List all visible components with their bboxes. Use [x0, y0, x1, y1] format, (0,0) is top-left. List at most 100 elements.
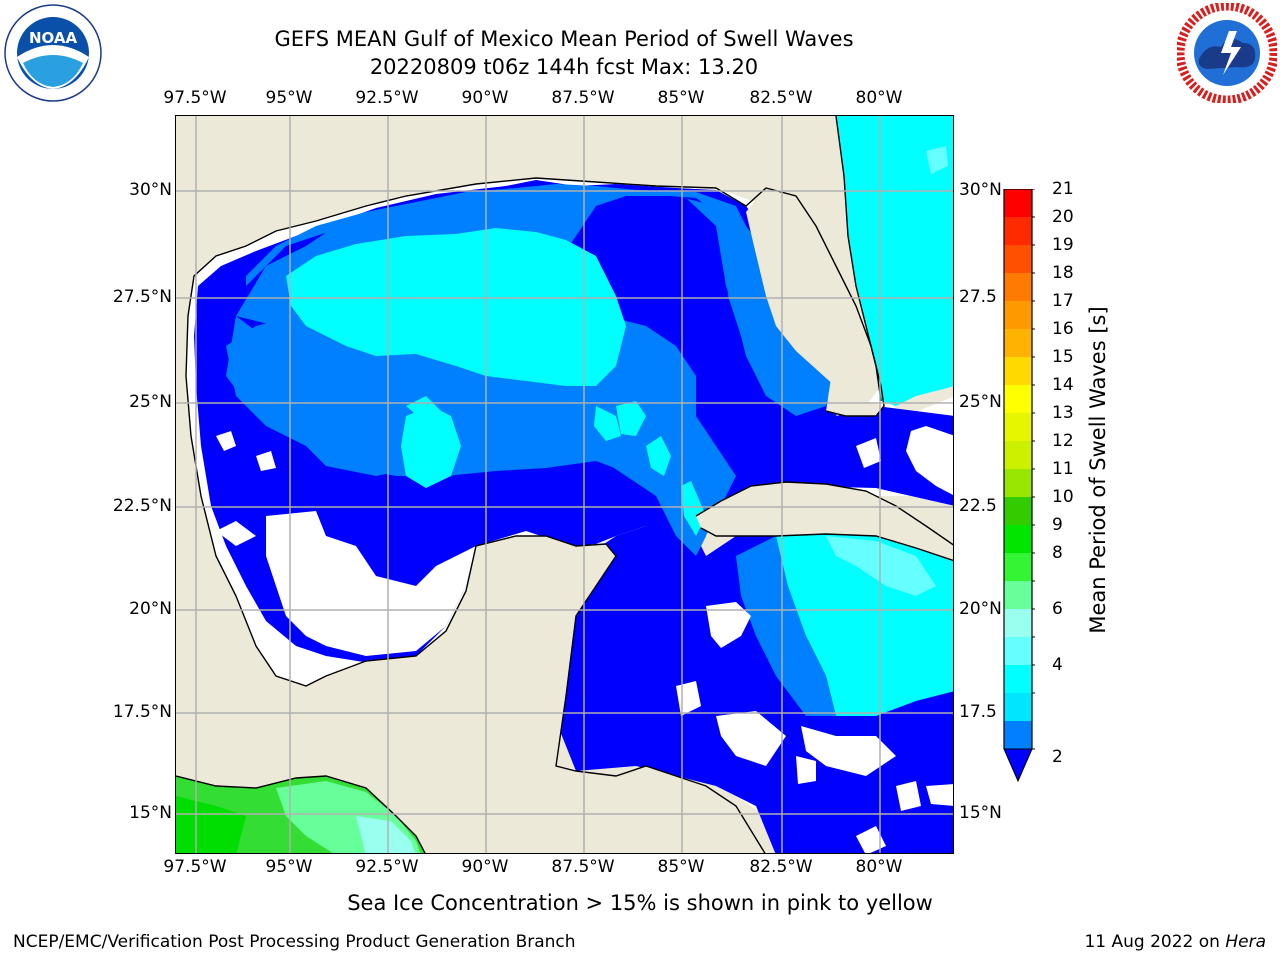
no-data-patch-caribbean-5 [896, 781, 921, 811]
lon-label-bottom: 90°W [461, 857, 509, 877]
period-band-6-8-spot4 [646, 436, 671, 476]
lat-label-left: 20°N [129, 599, 172, 619]
lon-label-bottom: 80°W [855, 857, 903, 877]
colorbar-tick-label: 8 [1052, 543, 1063, 563]
map-title-line1: GEFS MEAN Gulf of Mexico Mean Period of … [274, 27, 854, 51]
no-data-patch-4 [256, 451, 276, 471]
pacific-swell-region-lighter [356, 816, 416, 853]
colorbar-tick-label: 10 [1052, 487, 1074, 507]
period-band-6-8-spot1 [401, 406, 461, 488]
no-data-patch-2 [216, 521, 256, 546]
colorbar-band [1004, 553, 1032, 582]
colorbar-tick-label: 2 [1052, 747, 1063, 767]
period-band-6-8-spot2 [616, 401, 646, 436]
period-band-8-9-atlantic-spot [926, 146, 948, 174]
colorbar-tick-label: 14 [1052, 375, 1074, 395]
no-data-patch-3 [216, 431, 236, 451]
no-data-patch-caribbean-3 [716, 711, 786, 766]
colorbar-band [1004, 245, 1032, 274]
no-data-patch-east-2 [906, 426, 953, 495]
colorbar-band [1004, 665, 1032, 694]
lat-label-right: 27.5 [959, 287, 997, 307]
sea-ice-note: Sea Ice Concentration > 15% is shown in … [347, 891, 933, 915]
lat-label-left: 15°N [129, 803, 172, 823]
colorbar-tick-label: 21 [1052, 179, 1074, 199]
land-florida [746, 188, 881, 406]
no-data-patch-east-4 [856, 826, 886, 853]
period-band-6-8-north-gulf [286, 228, 626, 386]
lat-label-right: 25°N [959, 392, 1002, 412]
colorbar-band [1004, 301, 1032, 330]
lon-label-bottom: 95°W [265, 857, 313, 877]
noaa-logo: NOAA [3, 3, 103, 107]
colorbar-extend-arrow [1003, 748, 1033, 783]
colorbar-title: Mean Period of Swell Waves [s] [1086, 306, 1110, 634]
lat-label-right: 20°N [959, 599, 1002, 619]
map-canvas [176, 116, 953, 853]
map-gridlines [176, 116, 953, 853]
no-data-patch-east-1 [856, 438, 881, 468]
colorbar-band [1004, 581, 1032, 610]
colorbar-tick-label: 4 [1052, 655, 1063, 675]
colorbar-tick-label: 18 [1052, 263, 1074, 283]
no-data-patch-east-3 [796, 756, 816, 784]
noaa-logo-text: NOAA [29, 29, 78, 47]
lat-label-right: 22.5 [959, 496, 997, 516]
no-data-patch-caribbean-1 [706, 602, 751, 648]
colorbar-tick-label: 6 [1052, 599, 1063, 619]
lon-label-top: 85°W [657, 88, 705, 108]
lon-label-top: 97.5°W [163, 88, 227, 108]
colorbar-band [1004, 609, 1032, 638]
colorbar-tick-label: 13 [1052, 403, 1074, 423]
coastline-pacific [176, 775, 426, 853]
colorbar-band [1004, 357, 1032, 386]
colorbar-band [1004, 637, 1032, 666]
colorbar-band [1004, 497, 1032, 526]
land-mexico-east-coast [176, 116, 836, 853]
footer-date-text: 11 Aug 2022 on [1084, 932, 1226, 952]
period-band-6-8-spot3 [594, 406, 621, 441]
lat-label-left: 17.5°N [112, 702, 172, 722]
land-south-florida-tip [826, 378, 884, 416]
footer-date: 11 Aug 2022 on Hera [1084, 932, 1266, 952]
lon-label-bottom: 92.5°W [355, 857, 419, 877]
colorbar-band [1004, 525, 1032, 554]
lon-label-top: 90°W [461, 88, 509, 108]
lat-label-right: 30°N [959, 180, 1002, 200]
period-band-6-8-atlantic [836, 116, 953, 406]
lon-label-bottom: 87.5°W [551, 857, 615, 877]
colorbar-tick-label: 11 [1052, 459, 1074, 479]
lon-label-bottom: 97.5°W [163, 857, 227, 877]
map-title-line2: 20220809 t06z 144h fcst Max: 13.20 [369, 55, 759, 79]
lat-label-right: 15°N [959, 803, 1002, 823]
colorbar-band [1004, 385, 1032, 414]
colorbar-tick-label: 15 [1052, 347, 1074, 367]
nws-logo [1175, 1, 1279, 107]
lat-label-left: 25°N [129, 392, 172, 412]
colorbar-tick-label: 16 [1052, 319, 1074, 339]
lon-label-bottom: 85°W [657, 857, 705, 877]
colorbar-tick-label: 19 [1052, 235, 1074, 255]
coastline-gulf [185, 177, 885, 853]
lon-label-top: 87.5°W [551, 88, 615, 108]
colorbar-svg [1003, 188, 1035, 783]
coastline-atlantic-florida [835, 116, 882, 402]
lat-label-left: 27.5°N [112, 287, 172, 307]
colorbar-band [1004, 217, 1032, 246]
colorbar-band [1004, 693, 1032, 722]
lat-label-left: 22.5°N [112, 496, 172, 516]
lon-label-top: 95°W [265, 88, 313, 108]
lat-label-right: 17.5 [959, 702, 997, 722]
colorbar-band [1004, 329, 1032, 358]
lon-label-top: 82.5°W [749, 88, 813, 108]
colorbar-tick-label: 20 [1052, 207, 1074, 227]
colorbar-band [1004, 721, 1032, 750]
lat-label-left: 30°N [129, 180, 172, 200]
swell-period-map [175, 115, 954, 854]
colorbar-tick-label: 12 [1052, 431, 1074, 451]
pacific-swell-region-dark [176, 796, 246, 853]
no-data-patch-caribbean-4 [801, 726, 896, 776]
coastline-cuba [695, 481, 953, 562]
colorbar-tick-label: 17 [1052, 291, 1074, 311]
colorbar-band [1004, 189, 1032, 218]
